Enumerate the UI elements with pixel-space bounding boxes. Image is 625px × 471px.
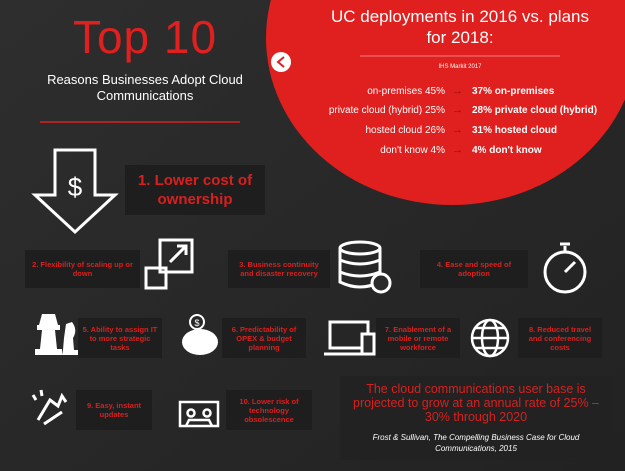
deployments-source: IHS Markit 2017: [438, 64, 482, 70]
icon-scale: [168, 244, 188, 264]
row-from: hosted cloud 26%: [365, 125, 445, 136]
icon-hand: [31, 389, 68, 426]
back-button[interactable]: [271, 52, 291, 72]
reason: 1. Lower cost of ownership: [125, 165, 265, 215]
quote-box: [340, 376, 612, 460]
icon-arrow: [31, 148, 119, 235]
row-to: 37% on-premises: [472, 86, 555, 97]
icon-stopwatch: [543, 242, 587, 294]
row-arrow: →: [452, 104, 463, 116]
reason: 10. Lower risk of technology obsolescenc…: [226, 390, 312, 430]
row-arrow: →: [452, 85, 463, 97]
reason: 3. Business continuity and disaster reco…: [228, 250, 330, 288]
row-from: private cloud (hybrid) 25%: [328, 105, 445, 116]
reason: 7. Enablement of a mobile or remote work…: [376, 318, 460, 358]
title: Top 10: [72, 11, 218, 63]
deployments-title: UC deployments in 2016 vs. plans for 201…: [331, 7, 589, 47]
quote-source: Frost & Sullivan, The Compelling Busines…: [372, 433, 580, 453]
quote-text: The cloud communications user base is pr…: [353, 382, 599, 424]
icon-scale: [158, 238, 194, 274]
icon-scale: [144, 266, 168, 290]
subtitle: Reasons Businesses Adopt Cloud Communica…: [47, 72, 243, 103]
reason: 2. Flexibility of scaling up or down: [25, 250, 140, 288]
row-arrow: →: [452, 144, 463, 156]
reason: 6. Predictability of OPEX & budget plann…: [222, 318, 306, 358]
icon-cassette: [178, 400, 220, 428]
reason: 8. Reduced travel and conferencing costs: [518, 318, 602, 358]
back-icon: [276, 56, 285, 68]
icon-dollar: $: [68, 172, 83, 202]
reason: 4. Ease and speed of adoption: [420, 250, 528, 288]
reason: 9. Easy, instant updates: [76, 390, 152, 430]
icon-globe: [470, 318, 510, 358]
row-from: on-premises 45%: [367, 86, 445, 97]
red-panel: [266, 0, 625, 205]
row-arrow: →: [452, 124, 463, 136]
row-from: don't know 4%: [380, 145, 445, 156]
reason: 5. Ability to assign IT to more strategi…: [78, 318, 162, 358]
row-to: 31% hosted cloud: [472, 125, 558, 136]
svg-text:$: $: [194, 318, 199, 328]
row-to: 28% private cloud (hybrid): [472, 105, 598, 116]
icon-database: [338, 240, 392, 294]
row-to: 4% don't know: [472, 145, 542, 156]
icon-laptop: [324, 320, 376, 356]
icon-chess: [35, 314, 78, 355]
icon-piggy: $: [182, 314, 218, 355]
